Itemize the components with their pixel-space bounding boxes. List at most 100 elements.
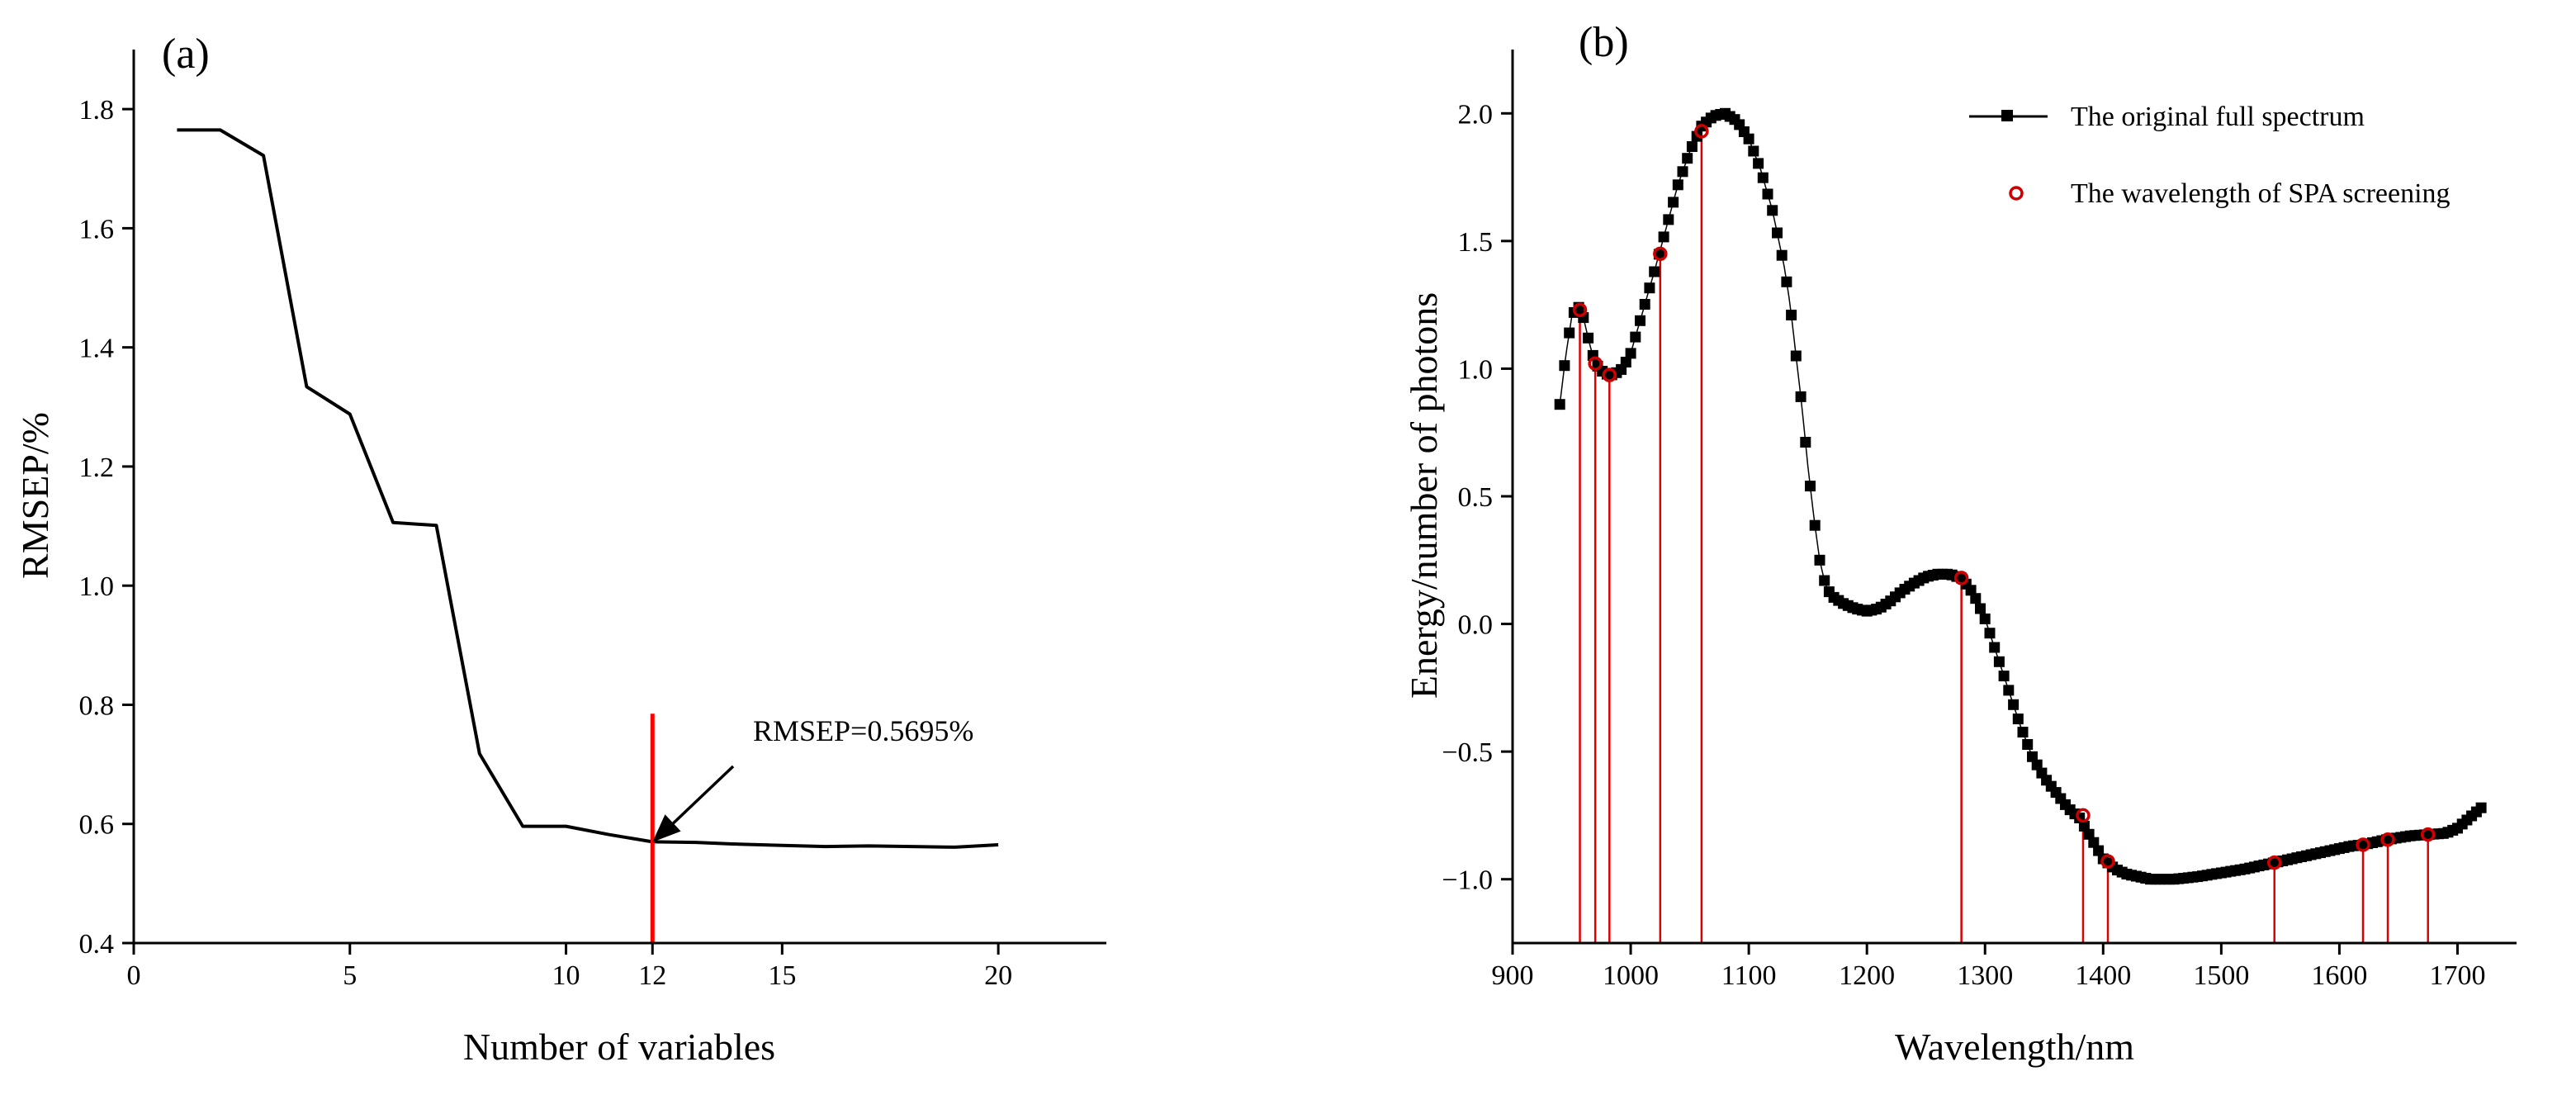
panel-b-spa-point [1588,356,1603,371]
panel-a-x-tick-label: 0 [127,960,141,991]
panel-b-y-axis-label: Energy/number of photons [1403,292,1445,699]
panel-a-y-tick-label: 0.4 [79,929,115,960]
panel-b-spectrum-point [1757,172,1769,183]
panel-b-y-tick-label: 1.0 [1458,354,1494,385]
panel-a-y-tick-label: 1.6 [79,214,115,244]
panel-b-spectrum-point [1998,671,2010,682]
panel-b-spectrum-point [2083,828,2095,840]
panel-b-x-tick-label: 1500 [2193,960,2249,991]
panel-b-spectrum-point [1668,197,1679,208]
panel-a-y-tick-label: 1.8 [79,95,115,126]
panel-b-spectrum-point [1993,656,2005,667]
panel-a-x-tick-label: 5 [343,960,357,991]
panel-a-y-tick-label: 1.2 [79,453,115,483]
legend-item-spa: The wavelength of SPA screening [2009,178,2451,209]
panel-b-spectrum-point [2475,802,2487,813]
panel-b-spectrum-point [2017,727,2029,738]
panel-b-spectrum-point [1975,603,1986,614]
panel-b-y-tick-label: −0.5 [1442,737,1493,768]
panel-b-label: (b) [1579,19,1629,66]
panel-b-spectrum-point [1805,481,1816,492]
panel-b-spectrum-point [1635,315,1646,326]
panel-a-annotation-arrow-head [652,814,681,842]
panel-b-spa-point [2420,827,2436,842]
panel-a-annotation-arrow-shaft [666,765,735,831]
panel-b-x-tick-label: 1600 [2311,960,2367,991]
panel-b-spectrum-point [1743,133,1754,145]
panel-b-spectrum-point [1682,153,1693,164]
legend-label-spectrum: The original full spectrum [2071,102,2365,132]
panel-b-spectrum-point [2093,845,2105,856]
panel-a: (a) 0 5 10 12 15 20 0.4 0.6 0.8 1.0 1.2 1.4 1.6 1.8 N… [14,31,1106,1068]
panel-b-spa-point [2076,808,2091,823]
panel-b-spectrum-point [1649,266,1660,277]
panel-b-spectrum-point [1790,350,1802,362]
panel-b-spectrum-point [1979,613,1991,624]
panel-b-spectrum-point [1658,231,1669,243]
panel-b-x-tick-label: 900 [1492,960,1534,991]
panel-b-spa-point [2380,832,2395,847]
panel-b-spa-point [2266,855,2282,870]
panel-b-spectrum-point [1800,437,1811,448]
panel-a-x-tick-label: 12 [638,960,666,991]
panel-b-spectrum-point [1644,282,1655,294]
panel-b-y-tick-label: 2.0 [1458,99,1494,130]
panel-b-y-tick-label: 0.0 [1458,610,1494,641]
panel-b: (b) 900 1000 1100 1200 1300 1400 1500 1600 1700 −… [1403,19,2517,1068]
panel-b-x-tick-label: 1300 [1957,960,2013,991]
panel-b-x-tick-label: 1200 [1839,960,1895,991]
panel-a-axes-frame [134,50,1106,943]
panel-b-y-tick-label: −1.0 [1442,865,1493,896]
panel-b-spectrum-point [1554,399,1565,410]
panel-a-y-tick-label: 0.6 [79,810,115,841]
panel-b-spectrum-point [1677,166,1688,178]
panel-b-spectrum-point [1672,179,1683,191]
panel-b-y-tick-label: 0.5 [1458,482,1494,513]
panel-b-spectrum-point [1620,357,1631,367]
panel-b-spectrum-point [1753,158,1764,169]
panel-b-spectrum-point [1970,593,1982,604]
panel-b-spectrum-point [1776,249,1788,261]
panel-a-y-tick-label: 0.8 [79,690,115,721]
panel-b-spa-point [1572,302,1588,318]
panel-b-spectrum-point [1762,188,1773,200]
panel-b-x-axis-label: Wavelength/nm [1895,1026,2134,1068]
panel-b-spectrum-point [2031,759,2043,770]
panel-b-spectrum-point [2078,820,2090,832]
legend-item-spectrum: The original full spectrum [1969,102,2365,132]
panel-b-spectrum-point [1786,310,1797,320]
panel-b-spectrum-point [1819,575,1830,586]
panel-b-legend: The original full spectrum The wavelengt… [1969,102,2451,209]
panel-b-x-tick-label: 1000 [1603,960,1659,991]
panel-a-y-axis-label: RMSEP/% [14,412,56,579]
panel-b-x-tick-label: 1100 [1721,960,1777,991]
legend-label-spa: The wavelength of SPA screening [2071,178,2451,209]
panel-b-spectrum-point [1639,299,1650,310]
panel-a-series-line [177,128,999,849]
panel-b-spa-point [1694,124,1709,139]
panel-b-spectrum-point [2008,699,2020,710]
panel-b-spectrum-point [1795,391,1807,402]
panel-b-spectrum-point [1625,348,1636,359]
panel-b-spectrum-point [1564,327,1575,339]
panel-b-spectrum-point [2022,739,2034,750]
panel-b-spectrum-point [1989,642,2001,653]
panel-b-x-tick-label: 1400 [2075,960,2131,991]
panel-b-spectrum-point [2012,713,2024,725]
panel-b-spa-point [1653,246,1668,262]
panel-b-spectrum-point [1814,554,1825,566]
panel-b-spectrum-point [1630,331,1641,343]
panel-a-x-tick-label: 20 [984,960,1012,991]
panel-b-spa-point [2100,854,2115,869]
panel-b-spa-point [2356,837,2370,852]
legend-marker-circle [2009,186,2024,201]
panel-a-annotation: RMSEP=0.5695% [753,714,973,747]
panel-a-x-tick-label: 15 [768,960,796,991]
panel-b-spectrum-point [2003,685,2015,696]
panel-b-spectrum-point [1748,145,1759,157]
panel-b-spectrum-point [1965,585,1977,596]
panel-b-spectrum-point [1781,276,1792,287]
panel-b-spa-point [1602,367,1617,382]
panel-a-label: (a) [162,31,210,78]
